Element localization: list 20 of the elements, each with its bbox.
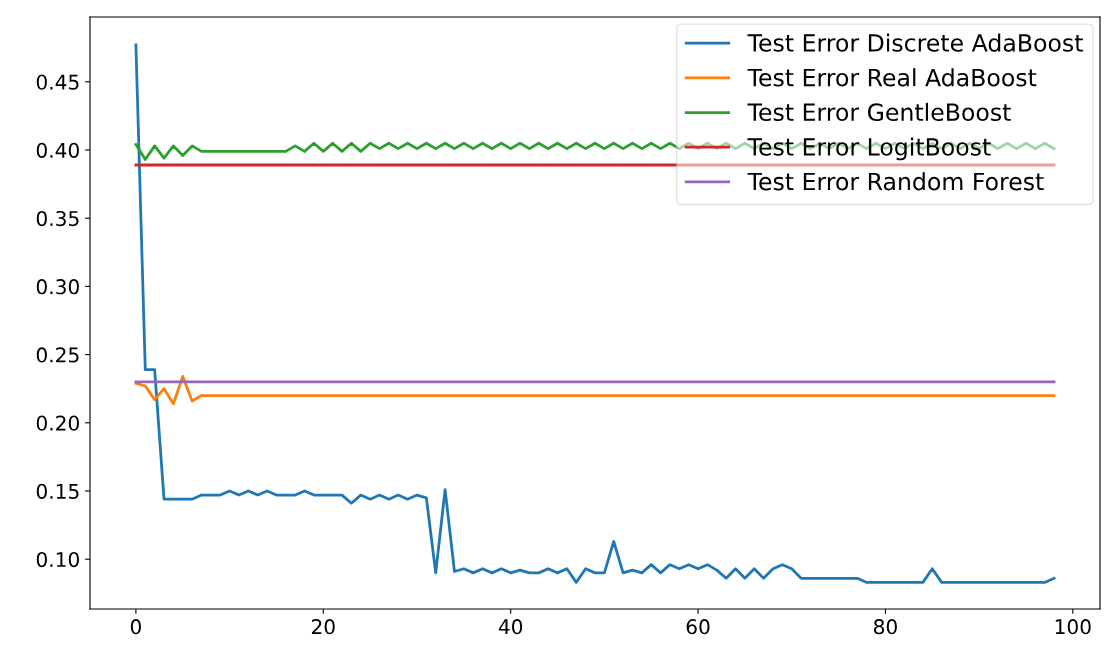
x-tick-label: 20	[311, 619, 335, 635]
x-tick-label: 100	[1055, 619, 1091, 635]
y-tick-label: 0.25	[36, 347, 79, 363]
y-tick-label: 0.10	[36, 551, 79, 568]
y-tick-label: 0.15	[36, 483, 79, 499]
legend-label: Test Error LogitBoost	[747, 137, 991, 161]
x-tick-label: 80	[874, 619, 897, 635]
x-tick-label: 60	[686, 619, 710, 635]
legend-label: Test Error Random Forest	[747, 172, 1044, 191]
legend-label: Test Error GentleBoost	[747, 102, 1011, 122]
line-series	[134, 375, 1056, 406]
x-tick-label: 40	[498, 619, 523, 635]
legend-label: Test Error Real AdaBoost	[747, 68, 1037, 87]
x-tick-label: 0	[130, 619, 141, 635]
legend-label: Test Error Discrete AdaBoost	[747, 33, 1083, 52]
y-tick-label: 0.35	[36, 210, 79, 227]
y-tick-label: 0.20	[36, 415, 79, 431]
y-tick-label: 0.45	[36, 74, 79, 90]
y-tick-label: 0.40	[36, 142, 79, 158]
y-tick-label: 0.30	[36, 279, 79, 295]
